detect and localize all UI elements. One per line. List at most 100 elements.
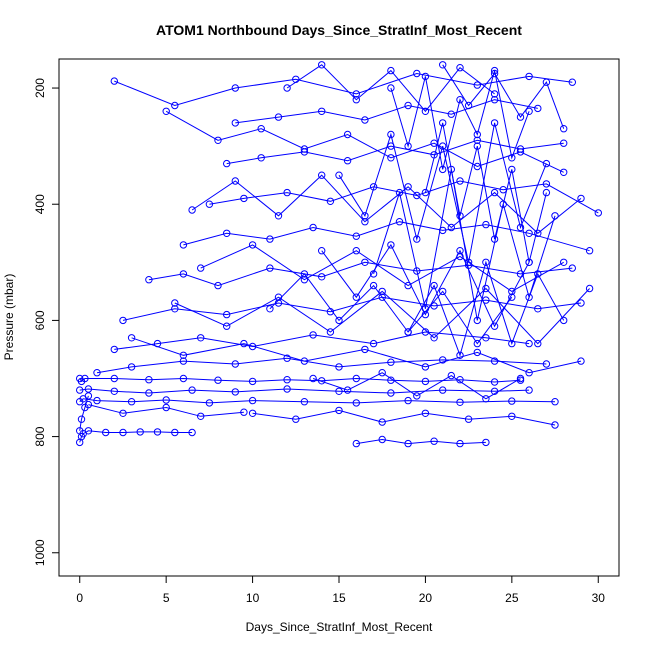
series-line <box>286 64 495 113</box>
data-point <box>413 69 421 78</box>
data-point <box>508 293 516 301</box>
data-point <box>542 188 551 197</box>
data-series <box>179 218 594 255</box>
data-point <box>335 387 343 395</box>
series-line <box>148 261 573 287</box>
data-point <box>413 191 421 200</box>
data-point <box>421 328 430 336</box>
y-axis-label: Pressure (mbar) <box>2 274 16 361</box>
data-point <box>378 293 386 301</box>
data-point <box>439 356 447 364</box>
y-tick-label: 400 <box>33 194 47 214</box>
data-point <box>335 171 343 179</box>
data-point <box>300 398 309 406</box>
data-point <box>326 197 335 206</box>
data-point <box>352 90 360 98</box>
y-tick-label: 200 <box>33 78 47 98</box>
data-point <box>447 165 455 174</box>
data-series <box>309 369 525 403</box>
x-tick-label: 15 <box>332 591 346 605</box>
data-point <box>490 235 499 243</box>
data-point <box>309 331 317 339</box>
series-line <box>252 409 556 426</box>
data-point <box>197 334 205 342</box>
data-series <box>439 61 568 133</box>
series-line <box>79 430 193 443</box>
data-point <box>127 363 136 371</box>
data-point <box>283 354 291 362</box>
data-point <box>378 287 386 296</box>
data-point <box>395 188 404 197</box>
data-point <box>456 212 464 220</box>
data-point <box>456 96 464 104</box>
data-point <box>248 342 257 351</box>
data-point <box>153 428 162 436</box>
data-point <box>516 113 525 121</box>
data-point <box>361 258 369 266</box>
data-point <box>387 84 395 92</box>
data-point <box>439 142 447 150</box>
data-point <box>248 396 257 405</box>
data-series <box>110 328 533 354</box>
data-series <box>266 270 516 348</box>
data-series <box>188 171 585 238</box>
data-point <box>292 415 300 423</box>
data-point <box>430 334 438 342</box>
data-point <box>421 107 430 116</box>
series-line <box>79 388 530 394</box>
data-point <box>197 412 205 420</box>
data-point <box>551 398 559 406</box>
data-point <box>119 428 127 437</box>
data-series <box>145 258 576 290</box>
data-point <box>490 96 499 104</box>
data-point <box>240 408 248 416</box>
data-point <box>343 157 352 165</box>
data-point <box>439 61 447 69</box>
data-point <box>439 165 447 174</box>
data-point <box>335 363 343 371</box>
data-point <box>542 159 551 168</box>
data-point <box>473 142 481 150</box>
data-point <box>473 162 481 171</box>
data-point <box>395 218 404 226</box>
data-point <box>119 316 127 325</box>
data-point <box>560 316 568 325</box>
data-point <box>283 376 291 384</box>
data-point <box>525 293 533 301</box>
data-point <box>568 78 576 86</box>
data-point <box>585 247 594 255</box>
data-point <box>542 360 551 368</box>
data-point <box>214 281 222 290</box>
data-point <box>560 258 568 266</box>
data-series <box>127 334 585 377</box>
data-point <box>335 406 343 415</box>
data-series <box>369 165 559 325</box>
data-series <box>76 374 525 386</box>
data-point <box>473 136 481 145</box>
data-point <box>421 363 430 371</box>
data-point <box>77 415 86 423</box>
data-point <box>110 387 119 395</box>
data-point <box>439 119 447 127</box>
data-point <box>447 223 455 232</box>
data-point <box>318 171 326 179</box>
data-point <box>231 388 240 396</box>
data-point <box>525 229 533 238</box>
data-point <box>577 357 585 365</box>
data-point <box>551 421 559 429</box>
data-point <box>318 247 326 255</box>
data-point <box>266 235 274 243</box>
data-point <box>300 145 309 153</box>
data-point <box>430 281 438 290</box>
data-point <box>387 130 395 139</box>
data-series <box>352 435 490 448</box>
data-point <box>490 378 499 386</box>
data-point <box>387 154 395 162</box>
data-point <box>551 212 559 220</box>
data-point <box>352 96 360 104</box>
data-point <box>102 428 110 437</box>
x-axis: 0 5 10 15 20 25 30 <box>76 575 605 605</box>
series-line <box>373 169 556 321</box>
data-point <box>352 232 360 240</box>
